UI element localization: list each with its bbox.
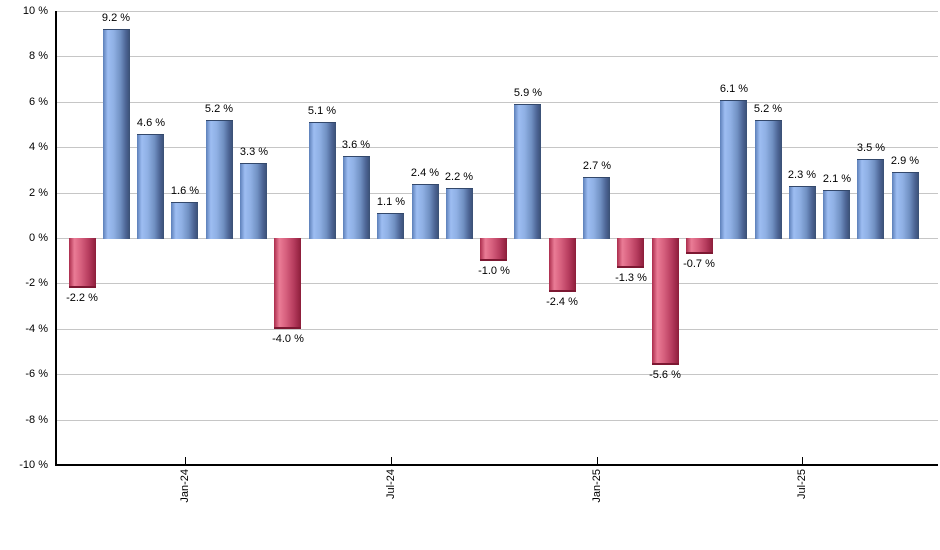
y-axis-tick-label: 0 % — [29, 232, 48, 244]
bar-value-label: 3.5 % — [856, 142, 886, 154]
x-axis-tick-label: Jan-24 — [179, 469, 191, 503]
bar-value-label: 5.2 % — [753, 103, 783, 115]
monthly-return-bar — [755, 120, 782, 239]
bar-value-label: 5.2 % — [204, 103, 234, 115]
monthly-return-bar — [274, 238, 301, 329]
y-axis-tick-label: -2 % — [25, 277, 48, 289]
bar-value-label: -4.0 % — [272, 333, 304, 345]
y-axis-tick-label: -10 % — [19, 459, 48, 471]
gridline — [56, 193, 938, 194]
y-axis-tick-label: -6 % — [25, 368, 48, 380]
gridline — [56, 420, 938, 421]
monthly-return-bar — [823, 190, 850, 239]
gridline — [56, 329, 938, 330]
y-axis-tick-label: 2 % — [29, 187, 48, 199]
monthly-return-bar — [686, 238, 713, 254]
monthly-return-bar — [171, 202, 198, 239]
bar-value-label: 2.7 % — [582, 160, 612, 172]
y-axis-tick-label: 10 % — [22, 5, 48, 17]
monthly-return-bar — [652, 238, 679, 365]
bar-value-label: 2.1 % — [822, 173, 852, 185]
x-axis-tick — [802, 457, 803, 465]
bar-value-label: 2.9 % — [890, 155, 920, 167]
monthly-return-bar — [240, 163, 267, 239]
bar-value-label: -2.4 % — [546, 296, 578, 308]
bar-value-label: -1.0 % — [478, 265, 510, 277]
monthly-return-bar — [857, 159, 884, 239]
bar-value-label: 2.3 % — [787, 169, 817, 181]
gridline — [56, 102, 938, 103]
gridline — [56, 147, 938, 148]
y-axis-tick-label: -8 % — [25, 414, 48, 426]
gridline — [56, 374, 938, 375]
bar-value-label: -2.2 % — [66, 292, 98, 304]
gridline — [56, 56, 938, 57]
bar-value-label: 5.9 % — [513, 87, 543, 99]
monthly-return-bar — [720, 100, 747, 239]
bar-value-label: 6.1 % — [719, 83, 749, 95]
monthly-return-bar — [137, 134, 164, 239]
bar-value-label: 2.4 % — [410, 167, 440, 179]
bar-value-label: -1.3 % — [615, 272, 647, 284]
monthly-return-bar — [309, 122, 336, 239]
monthly-return-bar — [206, 120, 233, 239]
bar-value-label: -5.6 % — [649, 369, 681, 381]
bar-value-label: 4.6 % — [136, 117, 166, 129]
monthly-return-bar — [789, 186, 816, 239]
gridline — [56, 11, 938, 12]
bar-value-label: 9.2 % — [101, 12, 131, 24]
x-axis-tick — [597, 457, 598, 465]
monthly-return-bar — [892, 172, 919, 239]
monthly-return-bar — [446, 188, 473, 239]
x-axis-tick-label: Jan-25 — [591, 469, 603, 503]
bar-value-label: 5.1 % — [307, 105, 337, 117]
monthly-return-bar — [583, 177, 610, 239]
y-axis-tick-label: 6 % — [29, 96, 48, 108]
x-axis-tick — [391, 457, 392, 465]
y-axis-tick-label: 8 % — [29, 50, 48, 62]
monthly-return-bar — [549, 238, 576, 292]
y-axis-line — [55, 11, 57, 466]
x-axis-tick-label: Jul-24 — [385, 469, 397, 499]
monthly-return-bar — [103, 29, 130, 239]
bar-value-label: -0.7 % — [683, 258, 715, 270]
monthly-return-bar — [377, 213, 404, 239]
bar-value-label: 1.6 % — [170, 185, 200, 197]
x-axis-tick-label: Jul-25 — [796, 469, 808, 499]
bar-value-label: 1.1 % — [376, 196, 406, 208]
monthly-return-bar — [69, 238, 96, 288]
bar-value-label: 2.2 % — [444, 171, 474, 183]
bar-value-label: 3.6 % — [341, 139, 371, 151]
x-axis-tick — [185, 457, 186, 465]
monthly-return-bar — [343, 156, 370, 239]
gridline — [56, 283, 938, 284]
bar-value-label: 3.3 % — [239, 146, 269, 158]
y-axis-tick-label: 4 % — [29, 141, 48, 153]
monthly-return-bar — [617, 238, 644, 268]
monthly-return-bar — [514, 104, 541, 239]
monthly-return-bar — [412, 184, 439, 239]
monthly-return-bar — [480, 238, 507, 261]
y-axis-tick-label: -4 % — [25, 323, 48, 335]
x-axis-line — [55, 464, 938, 466]
